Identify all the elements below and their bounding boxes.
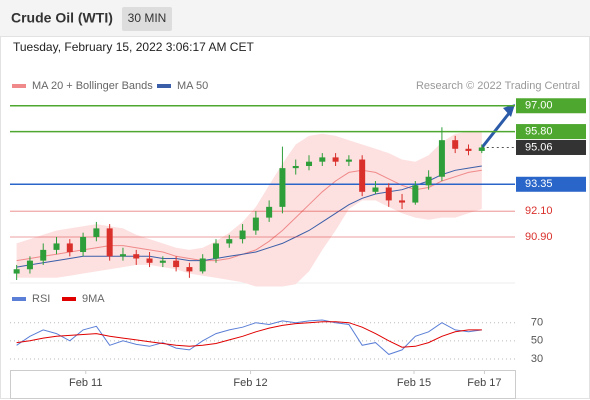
timeframe: 30 MIN	[128, 11, 167, 25]
candle-body	[199, 258, 206, 272]
candle-body	[345, 159, 352, 162]
legend-swatch	[62, 297, 76, 301]
candle-body	[66, 243, 73, 253]
ma-line	[16, 169, 482, 262]
level-label: 90.90	[525, 231, 553, 243]
y-tick-label: 50	[531, 335, 543, 347]
level-box	[516, 98, 586, 114]
candle-body	[465, 148, 472, 151]
candle-body	[159, 260, 166, 263]
legend-label: MA 20 + Bollinger Bands	[32, 80, 153, 92]
level-label: 92.10	[525, 205, 553, 217]
title: Crude Oil (WTI)	[11, 10, 113, 26]
candle-body	[359, 159, 366, 192]
candle-body	[452, 140, 459, 149]
level-label: 95.06	[525, 141, 553, 153]
candle-body	[319, 157, 326, 162]
header-bar	[0, 0, 590, 36]
candle-body	[438, 140, 445, 177]
candle-body	[53, 243, 60, 250]
y-tick-label: 70	[531, 317, 543, 329]
level-box	[516, 176, 586, 192]
x-tick-label: Feb 17	[467, 377, 501, 389]
candle-body	[40, 249, 47, 261]
candle-body	[173, 260, 180, 268]
candle-body	[93, 228, 100, 237]
level-box	[516, 139, 586, 155]
candle-body	[133, 254, 140, 259]
candle-body	[266, 206, 273, 218]
candle-body	[306, 161, 313, 166]
legend-label: RSI	[32, 293, 50, 305]
candle-body	[106, 228, 113, 257]
bollinger-band	[16, 131, 482, 287]
candle-body	[239, 230, 246, 240]
arrowhead	[503, 104, 515, 117]
candle-body	[252, 217, 259, 231]
rsi-line	[16, 321, 482, 348]
candle-body	[226, 239, 233, 244]
rsi-line	[16, 319, 482, 355]
candle-body	[425, 176, 432, 186]
candle-body	[13, 269, 20, 274]
candle-body	[146, 258, 153, 263]
candle-body	[412, 185, 419, 203]
candle-body	[26, 260, 33, 270]
candle-body	[478, 147, 485, 151]
timestamp: Tuesday, February 15, 2022 3:06:17 AM CE…	[13, 40, 254, 54]
candle-body	[186, 267, 193, 272]
candle-body	[292, 165, 299, 169]
level-label: 95.80	[525, 125, 553, 137]
ma-line	[16, 165, 482, 268]
level-label: 93.35	[525, 178, 553, 190]
source: Research © 2022 Trading Central	[416, 80, 580, 92]
level-label: 97.00	[525, 100, 553, 112]
candle-body	[212, 243, 219, 259]
legend-swatch	[12, 297, 26, 301]
level-box	[516, 124, 586, 140]
legend-label: 9MA	[82, 293, 105, 305]
candle-body	[372, 187, 379, 192]
candle-body	[279, 168, 286, 207]
legend-label: MA 50	[177, 80, 208, 92]
timeframe-box	[122, 7, 172, 31]
candle-body	[332, 157, 339, 162]
candle-body	[119, 254, 126, 257]
x-tick-label: Feb 12	[233, 377, 267, 389]
y-tick-label: 30	[531, 353, 543, 365]
x-tick-label: Feb 11	[69, 377, 102, 389]
candle-body	[80, 236, 87, 253]
x-axis-box	[10, 370, 516, 399]
legend-swatch	[12, 84, 26, 88]
candle-body	[385, 187, 392, 201]
x-tick-label: Feb 15	[397, 377, 431, 389]
candle-body	[399, 200, 406, 203]
legend-swatch	[157, 84, 171, 88]
